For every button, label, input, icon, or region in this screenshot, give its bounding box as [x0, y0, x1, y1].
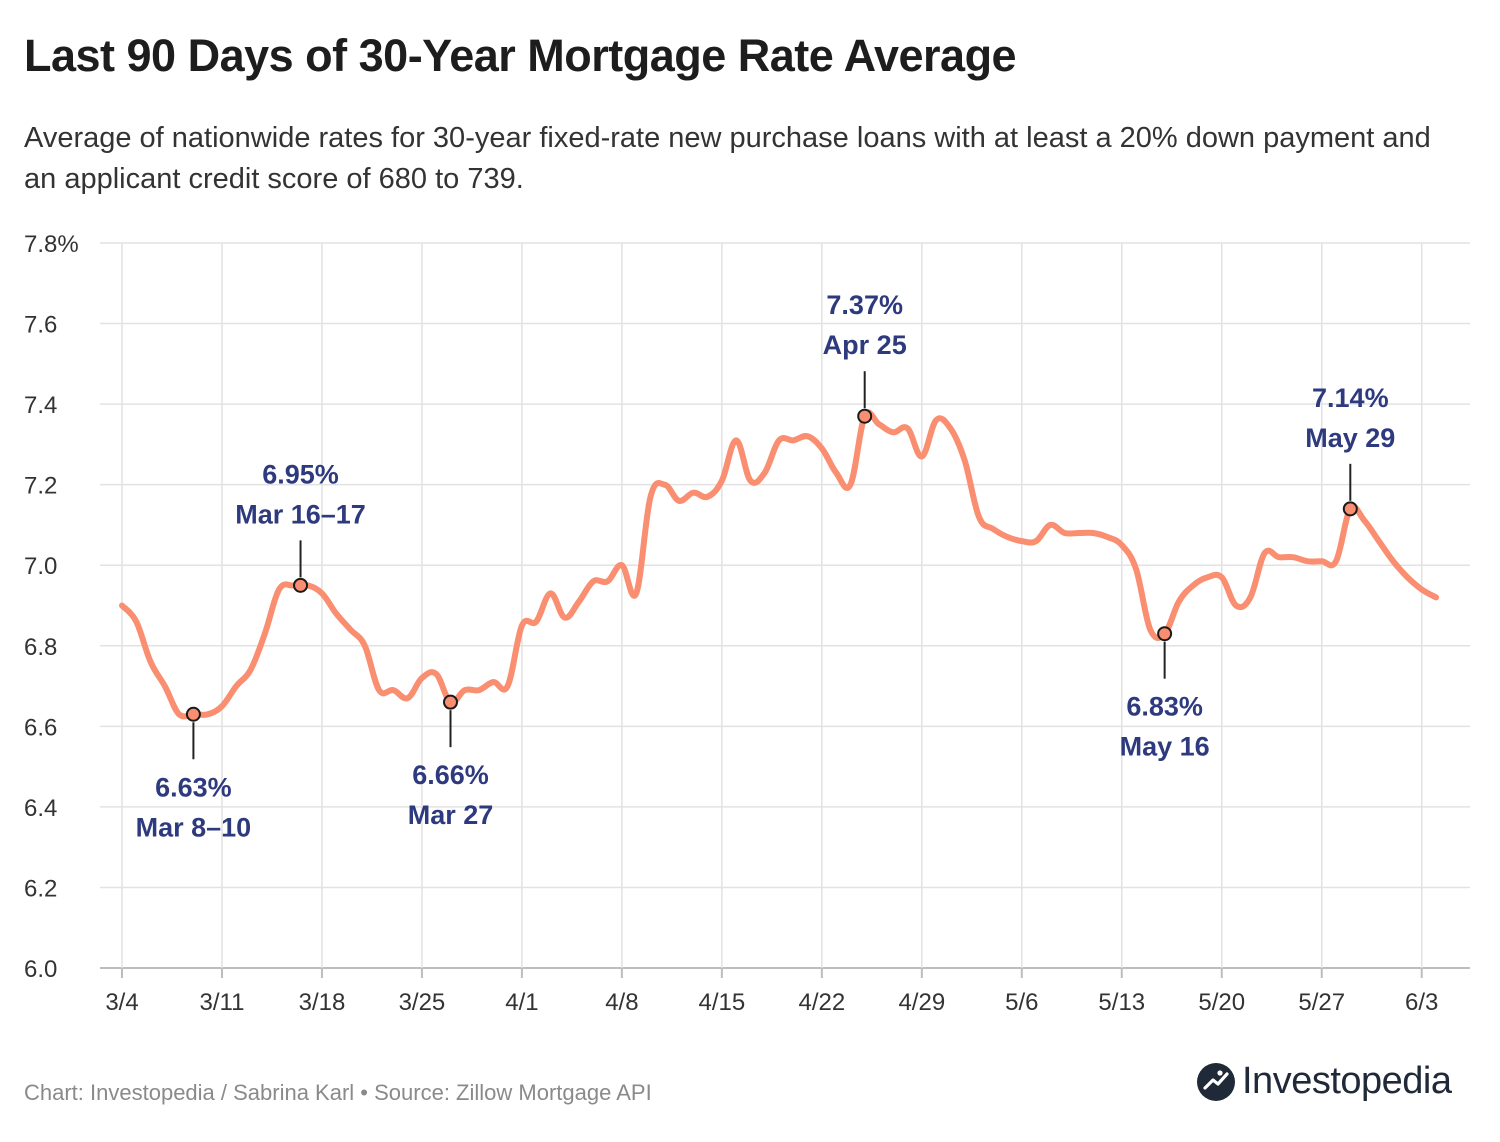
x-tick-label: 4/22: [798, 989, 845, 1016]
annotation-marker: [185, 706, 201, 722]
annotation: 6.83% May 16: [1120, 626, 1210, 762]
y-tick-label: 6.4: [24, 795, 57, 822]
annotation-value-label: 7.37%: [826, 290, 903, 320]
chart-subtitle: Average of nationwide rates for 30-year …: [24, 122, 1431, 195]
annotation-date-label: Mar 8–10: [136, 812, 252, 842]
series-layer: [119, 409, 1439, 720]
annotation-marker: [293, 577, 309, 593]
annotation-date-label: May 29: [1305, 423, 1395, 453]
annotation-date-label: May 16: [1120, 732, 1210, 762]
x-tick-label: 4/15: [699, 989, 746, 1016]
annotation: 7.37% Apr 25: [823, 290, 907, 424]
y-tick-label: 6.2: [24, 875, 57, 902]
y-tick-label: 7.6: [24, 312, 57, 339]
x-tick-label: 6/3: [1405, 989, 1438, 1016]
y-tick-label: 6.0: [24, 956, 57, 983]
grid-layer: [100, 242, 1470, 969]
brand-logo: Investopedia: [1196, 1060, 1452, 1103]
series-line: [119, 409, 1439, 720]
annotation-date-label: Apr 25: [823, 330, 907, 360]
x-tick-label: 5/27: [1298, 989, 1345, 1016]
x-tick-label: 5/20: [1198, 989, 1245, 1016]
annotation-value-label: 6.63%: [155, 772, 232, 802]
annotation-marker: [857, 408, 873, 424]
annotation-date-label: Mar 16–17: [235, 499, 366, 529]
y-tick-label: 7.8%: [24, 231, 79, 258]
x-tick-label: 3/18: [299, 989, 346, 1016]
investopedia-logo-icon: [1197, 1062, 1235, 1101]
annotation-layer: 6.63% Mar 8–10 6.95% Mar 16–17 6.66% Mar 27 7.…: [136, 290, 1396, 842]
annotation-marker: [1157, 626, 1173, 642]
x-tick-label: 3/11: [200, 989, 245, 1016]
y-tick-label: 7.2: [24, 473, 57, 500]
annotation-marker: [443, 694, 458, 710]
annotation-value-label: 6.83%: [1126, 692, 1203, 722]
annotation-value-label: 6.95%: [262, 459, 339, 489]
annotation-value-label: 7.14%: [1312, 383, 1389, 413]
x-tick-label: 4/1: [505, 989, 538, 1016]
annotation-marker: [1342, 501, 1358, 517]
annotation: 6.95% Mar 16–17: [235, 459, 366, 593]
x-tick-label: 3/4: [105, 989, 138, 1016]
chart-title: Last 90 Days of 30-Year Mortgage Rate Av…: [24, 30, 1017, 81]
annotation: 6.66% Mar 27: [408, 694, 494, 830]
y-tick-label: 6.6: [24, 714, 57, 741]
source-credit: Chart: Investopedia / Sabrina Karl • Sou…: [24, 1080, 652, 1105]
x-tick-label: 3/25: [399, 989, 446, 1016]
annotation: 7.14% May 29: [1305, 383, 1395, 517]
x-tick-label: 5/6: [1005, 989, 1038, 1016]
axis-layer: 6.0 6.2 6.4 6.6 6.8 7.0 7.2 7.4 7.6 7.8% 3/4 3/11 3/…: [24, 231, 1438, 1016]
y-tick-label: 6.8: [24, 634, 57, 661]
y-tick-label: 7.4: [24, 392, 57, 419]
x-tick-label: 5/13: [1098, 989, 1145, 1016]
annotation: 6.63% Mar 8–10: [136, 706, 252, 842]
x-tick-label: 4/8: [605, 989, 638, 1016]
brand-name: Investopedia: [1242, 1060, 1452, 1102]
annotation-value-label: 6.66%: [412, 760, 489, 790]
annotation-date-label: Mar 27: [408, 800, 494, 830]
y-tick-label: 7.0: [24, 553, 57, 580]
x-tick-label: 4/29: [898, 989, 945, 1016]
